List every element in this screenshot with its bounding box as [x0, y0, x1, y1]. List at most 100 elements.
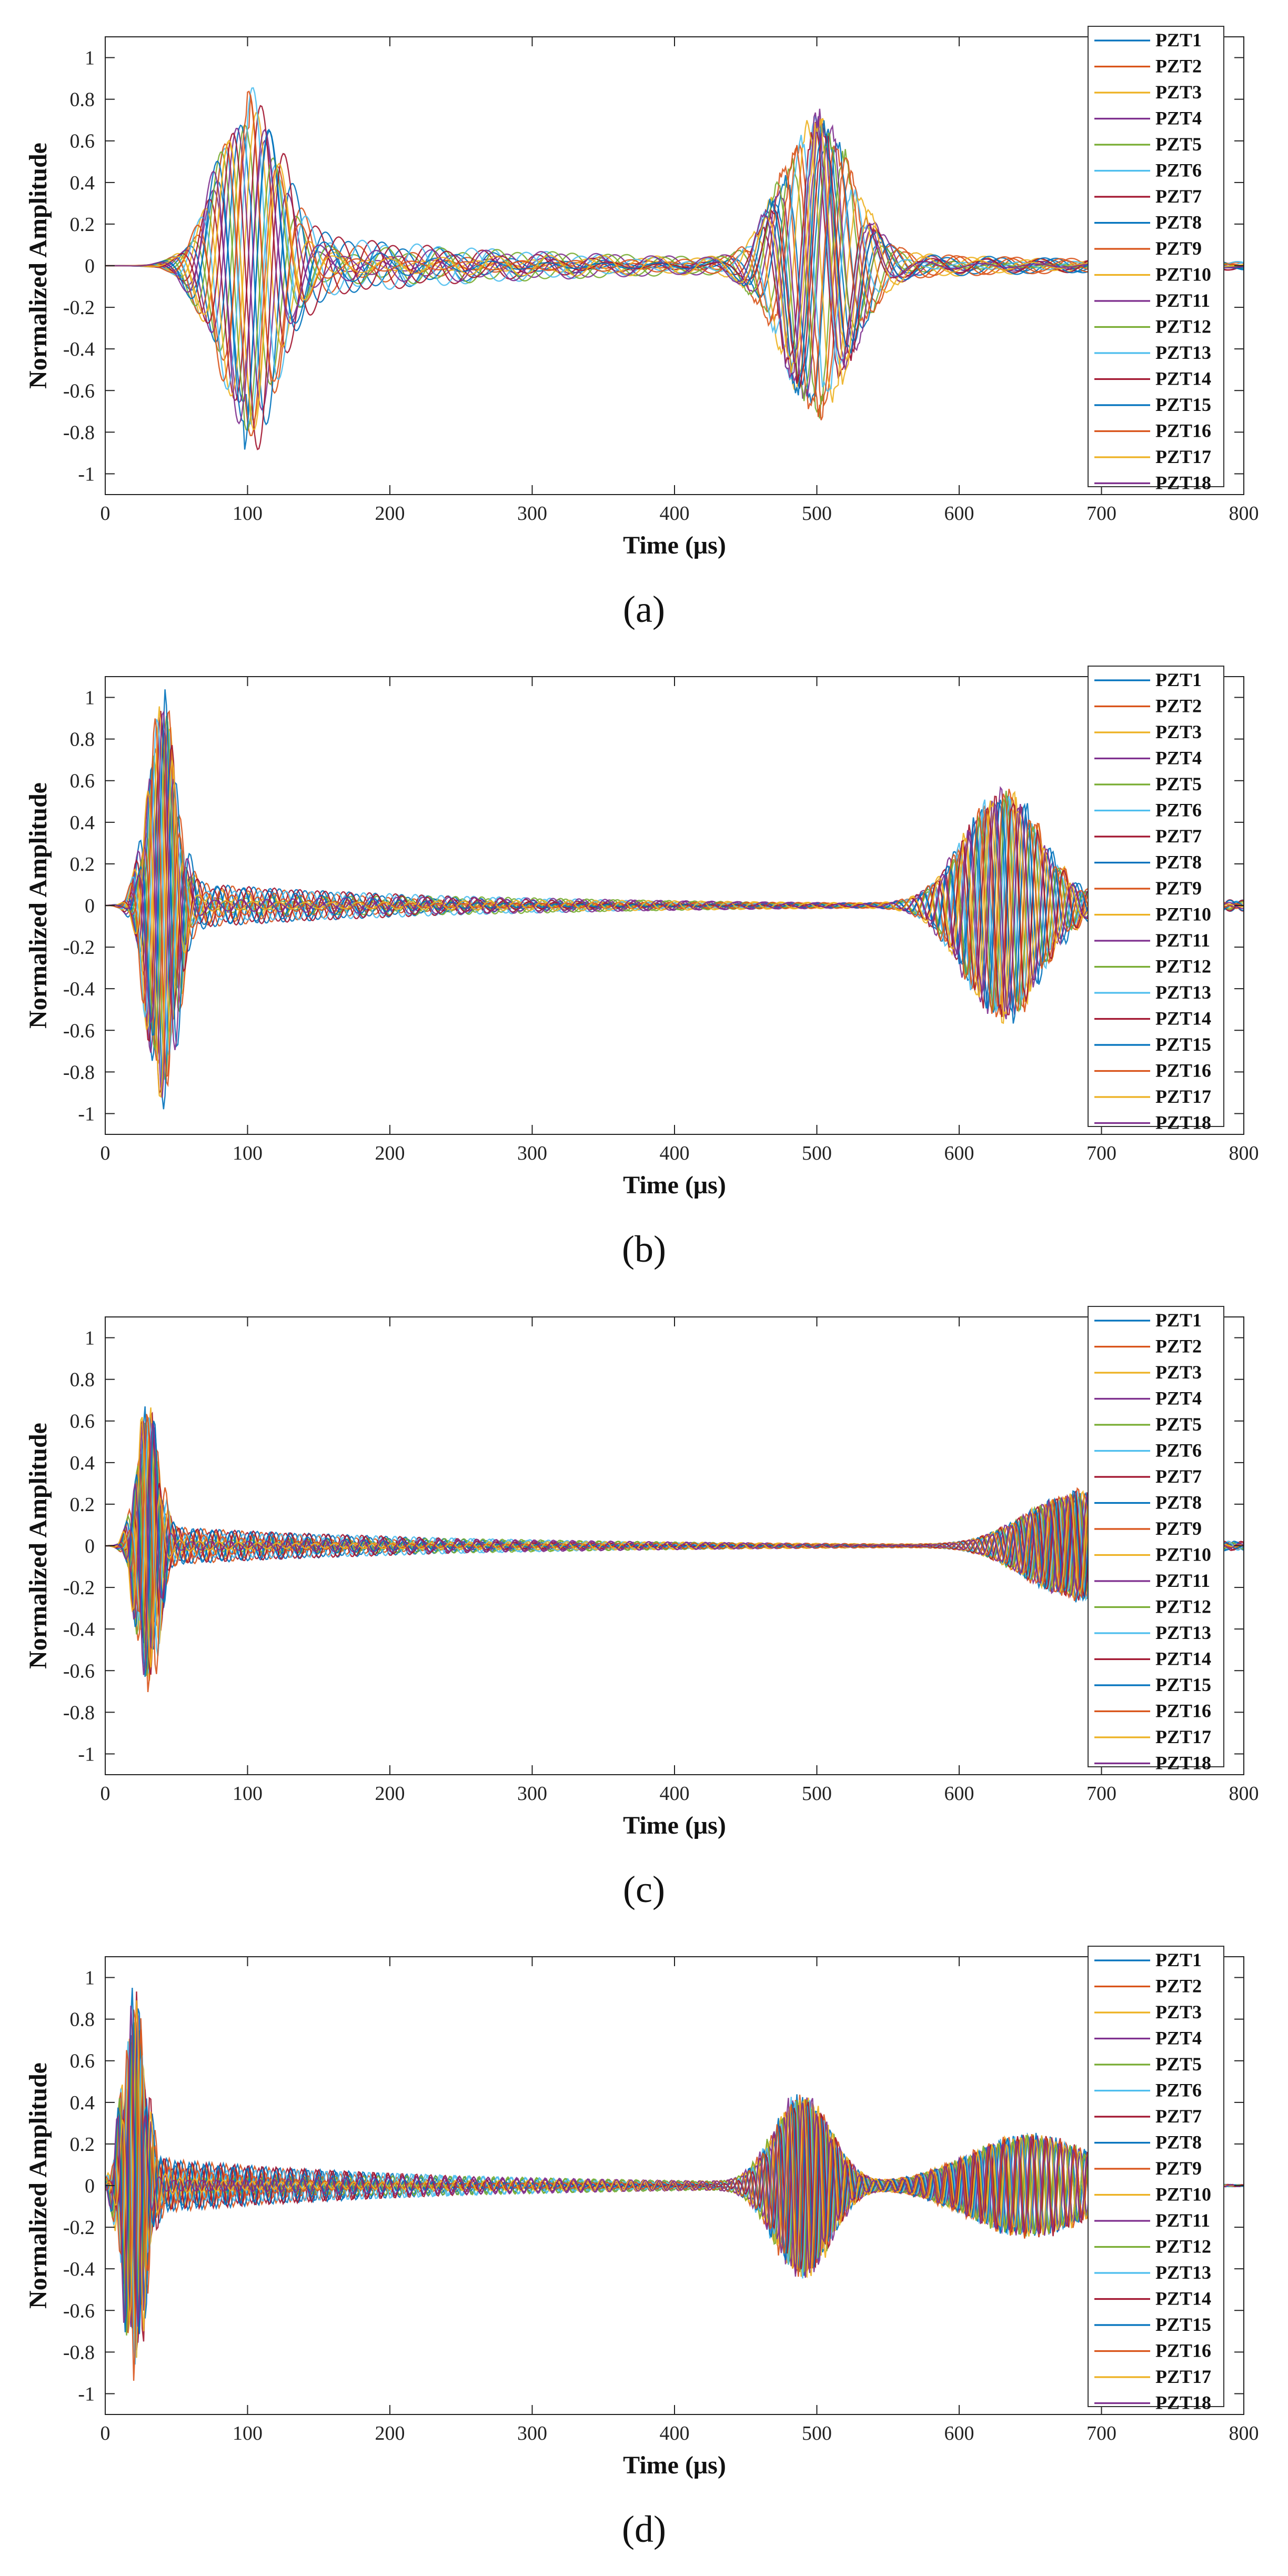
- legend-item-pzt11: PZT11: [1094, 1570, 1210, 1591]
- y-tick-label: 0.2: [70, 853, 95, 876]
- legend-item-pzt1: PZT1: [1094, 1949, 1202, 1970]
- legend-item-pzt6: PZT6: [1094, 1440, 1202, 1461]
- legend-item-pzt16: PZT16: [1094, 2340, 1211, 2361]
- series-line-pzt8: [105, 767, 1244, 1110]
- x-tick-label: 400: [660, 2422, 690, 2444]
- y-tick-label: 0: [85, 255, 95, 277]
- legend-label: PZT6: [1155, 1440, 1202, 1461]
- legend-label: PZT12: [1155, 1596, 1211, 1617]
- y-tick-label: -0.4: [63, 2258, 95, 2280]
- legend-label: PZT2: [1155, 696, 1202, 717]
- series-line-pzt1: [105, 731, 1244, 1061]
- legend-label: PZT2: [1155, 1976, 1202, 1997]
- y-tick-label: -1: [78, 1743, 95, 1765]
- legend-label: PZT6: [1155, 2080, 1202, 2101]
- legend-label: PZT16: [1155, 420, 1211, 441]
- y-tick-label: -0.6: [63, 2300, 95, 2322]
- legend-item-pzt8: PZT8: [1094, 852, 1202, 873]
- x-tick-label: 800: [1229, 2422, 1259, 2444]
- legend-label: PZT17: [1155, 1726, 1211, 1747]
- series-line-pzt17: [105, 760, 1244, 1098]
- legend-item-pzt2: PZT2: [1094, 1976, 1202, 1997]
- y-tick-label: 0.4: [70, 172, 95, 194]
- x-tick-label: 600: [944, 1142, 974, 1164]
- series-line-pzt18: [105, 2006, 1244, 2327]
- legend-item-pzt14: PZT14: [1094, 368, 1211, 389]
- legend-label: PZT3: [1155, 2001, 1202, 2022]
- legend-item-pzt5: PZT5: [1094, 1414, 1202, 1435]
- legend-item-pzt5: PZT5: [1094, 134, 1202, 155]
- legend-box: [1088, 666, 1224, 1127]
- legend-item-pzt8: PZT8: [1094, 2132, 1202, 2153]
- y-tick-label: 0.8: [70, 729, 95, 751]
- legend-label: PZT15: [1155, 2314, 1211, 2335]
- legend-label: PZT9: [1155, 1518, 1202, 1539]
- legend-item-pzt11: PZT11: [1094, 290, 1210, 311]
- y-tick-label: -1: [78, 2383, 95, 2405]
- legend-item-pzt16: PZT16: [1094, 1060, 1211, 1081]
- y-tick-label: -0.2: [63, 297, 95, 319]
- legend-item-pzt10: PZT10: [1094, 1544, 1211, 1565]
- legend-item-pzt12: PZT12: [1094, 316, 1211, 337]
- legend-item-pzt16: PZT16: [1094, 1700, 1211, 1722]
- legend-label: PZT7: [1155, 1466, 1202, 1487]
- y-tick-label: -0.2: [63, 937, 95, 959]
- legend-label: PZT2: [1155, 1336, 1202, 1357]
- legend-item-pzt4: PZT4: [1094, 748, 1202, 769]
- y-tick-label: 1: [85, 47, 95, 69]
- legend-item-pzt17: PZT17: [1094, 1726, 1211, 1747]
- legend-item-pzt10: PZT10: [1094, 2184, 1211, 2205]
- x-tick-label: 800: [1229, 502, 1259, 525]
- series-line-pzt13: [105, 1417, 1244, 1656]
- series-line-pzt7: [105, 2040, 1244, 2351]
- y-tick-label: -0.4: [63, 978, 95, 1000]
- legend-item-pzt18: PZT18: [1094, 1112, 1211, 1133]
- y-tick-label: 0.6: [70, 130, 95, 153]
- legend-label: PZT18: [1155, 2392, 1211, 2413]
- series-group: [105, 689, 1244, 1110]
- x-tick-label: 100: [233, 502, 263, 525]
- y-axis-label: Normalized Amplitude: [24, 2062, 52, 2309]
- x-tick-label: 0: [100, 2422, 110, 2444]
- y-tick-label: 0: [85, 1535, 95, 1557]
- series-line-pzt15: [105, 120, 1244, 450]
- legend-item-pzt6: PZT6: [1094, 800, 1202, 821]
- x-tick-label: 700: [1086, 2422, 1116, 2444]
- x-tick-label: 100: [233, 1142, 263, 1164]
- legend-item-pzt2: PZT2: [1094, 696, 1202, 717]
- x-axis-label: Time (μs): [623, 2451, 726, 2479]
- y-tick-label: -0.8: [63, 421, 95, 444]
- legend-box: [1088, 26, 1224, 487]
- legend-item-pzt8: PZT8: [1094, 1492, 1202, 1513]
- legend-item-pzt15: PZT15: [1094, 1034, 1211, 1055]
- y-tick-label: -0.8: [63, 2341, 95, 2363]
- series-line-pzt17: [105, 1416, 1244, 1668]
- y-tick-label: 0.4: [70, 812, 95, 834]
- legend-item-pzt15: PZT15: [1094, 394, 1211, 415]
- legend-item-pzt11: PZT11: [1094, 930, 1210, 951]
- legend-item-pzt4: PZT4: [1094, 108, 1202, 129]
- x-tick-label: 400: [660, 1142, 690, 1164]
- legend-item-pzt17: PZT17: [1094, 446, 1211, 467]
- legend-label: PZT18: [1155, 1753, 1211, 1774]
- legend-label: PZT17: [1155, 2366, 1211, 2387]
- x-tick-label: 600: [944, 1783, 974, 1805]
- y-tick-label: 0.8: [70, 2009, 95, 2031]
- legend-item-pzt6: PZT6: [1094, 160, 1202, 181]
- legend-label: PZT3: [1155, 721, 1202, 742]
- x-tick-label: 100: [233, 2422, 263, 2444]
- legend-label: PZT9: [1155, 878, 1202, 899]
- panel-caption: (c): [623, 1868, 665, 1910]
- y-tick-label: 0.2: [70, 1494, 95, 1516]
- legend-label: PZT7: [1155, 186, 1202, 207]
- y-tick-label: 0.4: [70, 2092, 95, 2114]
- legend-label: PZT8: [1155, 2132, 1202, 2153]
- legend-item-pzt3: PZT3: [1094, 1362, 1202, 1383]
- legend-item-pzt13: PZT13: [1094, 2262, 1211, 2283]
- legend-item-pzt13: PZT13: [1094, 1622, 1211, 1643]
- legend-item-pzt7: PZT7: [1094, 186, 1202, 207]
- legend-item-pzt6: PZT6: [1094, 2080, 1202, 2101]
- x-tick-label: 400: [660, 1783, 690, 1805]
- legend-item-pzt12: PZT12: [1094, 2236, 1211, 2257]
- legend-label: PZT1: [1155, 29, 1202, 51]
